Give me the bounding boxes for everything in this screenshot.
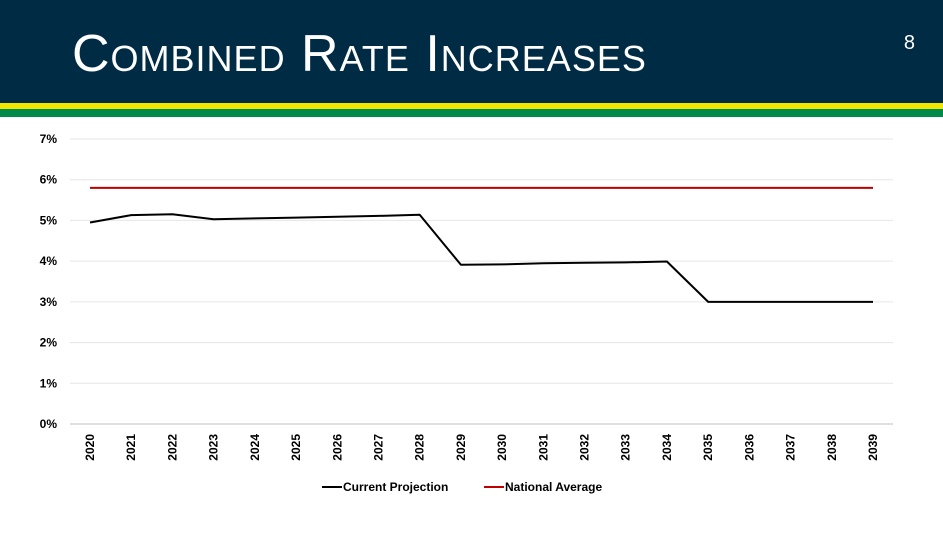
x-axis-ticks: 2020 2021 2022 2023 2024 2025 2026 2027 2028 2029…: [83, 434, 880, 461]
green-stripe: [0, 109, 943, 117]
y-tick-label: 7%: [40, 132, 58, 146]
header-bar: Combined Rate Increases 8: [0, 0, 943, 103]
legend: Current Projection National Average: [322, 480, 602, 494]
legend-label: Current Projection: [343, 480, 448, 494]
legend-label: National Average: [505, 480, 602, 494]
x-tick-label: 2034: [660, 434, 674, 461]
y-tick-label: 2%: [40, 336, 58, 350]
slide-number: 8: [903, 32, 915, 54]
x-tick-label: 2025: [289, 434, 303, 461]
y-tick-label: 4%: [40, 254, 58, 268]
series-line-current-projection: [89, 213, 873, 303]
y-axis-ticks: 0% 1% 2% 3% 4% 5% 6% 7%: [40, 132, 58, 431]
y-tick-label: 6%: [40, 173, 58, 187]
x-tick-label: 2039: [866, 434, 880, 461]
x-tick-label: 2033: [619, 434, 633, 461]
x-tick-label: 2027: [371, 434, 385, 461]
yellow-stripe: [0, 103, 943, 109]
x-tick-label: 2030: [495, 434, 509, 461]
x-tick-label: 2032: [578, 434, 592, 461]
x-tick-label: 2038: [825, 434, 839, 461]
x-tick-label: 2037: [784, 434, 798, 461]
line-chart: 0%1%2%3%4%5%6%7% 2020 2021 2022 2023 2024 202…: [40, 132, 893, 494]
series-lines: [89, 186, 873, 303]
x-tick-label: 2029: [454, 434, 468, 461]
x-tick-label: 2026: [330, 434, 344, 461]
x-tick-label: 2020: [83, 434, 97, 461]
x-tick-label: 2036: [742, 434, 756, 461]
y-tick-label: 3%: [40, 295, 58, 309]
y-tick-label: 5%: [40, 213, 58, 227]
x-tick-label: 2023: [207, 434, 221, 461]
x-tick-label: 2022: [165, 434, 179, 461]
x-tick-label: 2031: [536, 434, 550, 461]
x-tick-label: 2024: [248, 434, 262, 461]
x-tick-label: 2021: [124, 434, 138, 461]
grid-lines: [70, 138, 893, 425]
page-title: Combined Rate Increases: [72, 25, 647, 83]
y-tick-label: 1%: [40, 376, 58, 390]
x-tick-label: 2035: [701, 434, 715, 461]
y-tick-label: 0%: [40, 417, 58, 431]
x-tick-label: 2028: [413, 434, 427, 461]
